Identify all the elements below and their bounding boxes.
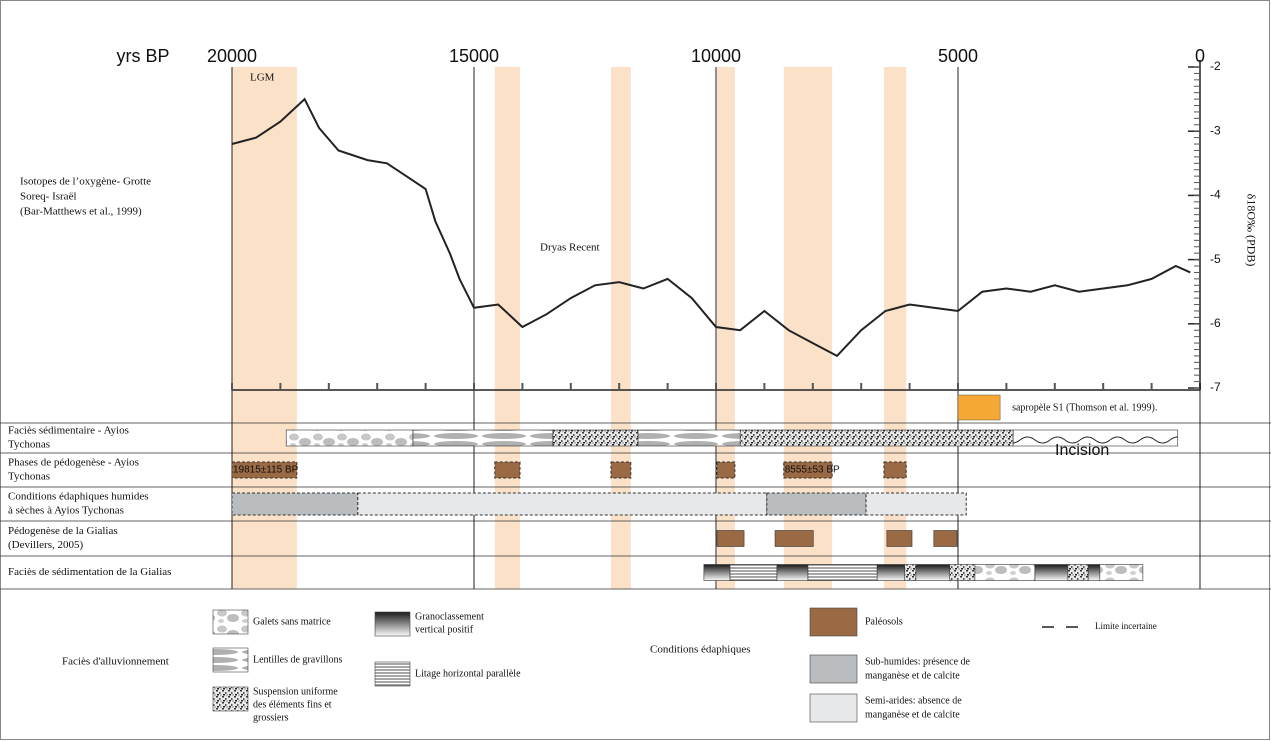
segment xyxy=(703,564,731,581)
segment xyxy=(610,461,632,479)
segment xyxy=(904,564,917,581)
row-label: Phases de pédogenèse - Ayios xyxy=(8,457,139,469)
legend-label: Semi-arides: absence de xyxy=(865,695,962,706)
legend-label: manganèse et de calcite xyxy=(865,670,960,681)
row-note: Incision xyxy=(1055,442,1109,459)
legend-swatch xyxy=(809,654,858,684)
y-tick-label: -3 xyxy=(1210,123,1221,137)
legend-swatch xyxy=(809,607,858,637)
segment xyxy=(1067,564,1089,581)
segment xyxy=(949,564,976,581)
legend-swatch xyxy=(212,609,249,635)
segment-label: 19815±115 BP xyxy=(233,465,299,476)
legend-label: Galets sans matrice xyxy=(253,616,331,627)
x-tick-label: 15000 xyxy=(449,46,499,66)
segment-label: 8555±53 BP xyxy=(785,465,840,476)
row-label: Tychonas xyxy=(8,439,50,451)
segment xyxy=(1099,564,1144,581)
legend-label: Limite incertaine xyxy=(1095,621,1157,631)
legend-label: vertical positif xyxy=(415,624,474,635)
x-tick-label: 5000 xyxy=(938,46,978,66)
segment xyxy=(494,461,521,479)
legend-label: Lentilles de gravillons xyxy=(253,654,343,665)
legend-label: manganèse et de calcite xyxy=(865,709,960,720)
segment xyxy=(876,564,906,581)
segment xyxy=(716,461,736,479)
x-tick-label: 10000 xyxy=(691,46,741,66)
legend-swatch xyxy=(374,611,411,637)
legend-swatch xyxy=(374,661,411,687)
y-tick-label: -4 xyxy=(1210,188,1221,202)
segment xyxy=(552,429,639,447)
legend-label: Sub-humides: présence de xyxy=(865,656,971,667)
segment xyxy=(883,461,907,479)
legend-title: Conditions édaphiques xyxy=(650,644,751,656)
segment xyxy=(933,530,958,547)
annotation: LGM xyxy=(250,72,275,84)
row-label: Tychonas xyxy=(8,471,50,483)
row-label: Conditions édaphiques humides xyxy=(8,491,149,503)
segment xyxy=(1012,429,1179,447)
segment xyxy=(807,564,878,581)
y-tick-label: -6 xyxy=(1210,316,1221,330)
row-label: à sèches à Ayios Tychonas xyxy=(8,505,124,517)
x-tick-label: 0 xyxy=(1195,46,1205,66)
series-title: Soreq- Israël xyxy=(20,191,77,203)
segment xyxy=(766,492,867,516)
segment xyxy=(974,564,1036,581)
series-title: (Bar-Matthews et al., 1999) xyxy=(20,206,142,218)
legend-label: Granoclassement xyxy=(415,611,484,622)
shaded-period xyxy=(610,67,631,589)
segment xyxy=(285,429,414,447)
segment xyxy=(231,461,298,479)
segment xyxy=(1087,564,1101,581)
x-axis-label: yrs BP xyxy=(116,46,169,66)
segment xyxy=(739,429,1014,447)
row-label: Faciès sédimentaire - Ayios xyxy=(8,425,129,437)
y-tick-label: -2 xyxy=(1210,59,1221,73)
segment xyxy=(716,530,745,547)
segment xyxy=(231,492,359,516)
row-label: (Devillers, 2005) xyxy=(8,539,83,551)
shaded-period xyxy=(883,67,907,589)
legend-label: grossiers xyxy=(253,712,289,723)
sapropel-label: sapropèle S1 (Thomson et al. 1999). xyxy=(1012,402,1157,413)
row-label: Pédogenèse de la Gialias xyxy=(8,525,118,537)
segment xyxy=(774,530,814,547)
segment xyxy=(776,564,809,581)
x-tick-label: 20000 xyxy=(207,46,257,66)
segment xyxy=(865,492,967,516)
segment xyxy=(357,492,768,516)
legend-swatch xyxy=(809,693,858,723)
annotation: Dryas Recent xyxy=(540,242,600,254)
segment xyxy=(729,564,778,581)
legend-swatch xyxy=(212,686,249,712)
legend-label: des éléments fins et xyxy=(253,699,332,710)
segment xyxy=(886,530,913,547)
row-label: Faciès de sédimentation de la Gialias xyxy=(8,566,171,578)
isotope-line xyxy=(231,97,1191,358)
segment xyxy=(412,429,554,447)
y-tick-label: -7 xyxy=(1210,380,1221,394)
y-axis-label: δ18O‰ (PDB) xyxy=(1244,194,1258,267)
legend-label: Litage horizontal parallèle xyxy=(415,668,521,679)
sapropel-box xyxy=(957,394,1001,421)
segment xyxy=(637,429,741,447)
y-tick-label: -5 xyxy=(1210,252,1221,266)
legend-title: Faciès d'alluvionnement xyxy=(62,656,169,668)
segment xyxy=(915,564,951,581)
legend-label: Paléosols xyxy=(865,616,903,627)
segment xyxy=(783,461,833,479)
legend-swatch xyxy=(212,647,249,673)
segment xyxy=(1034,564,1069,581)
series-title: Isotopes de l’oxygène- Grotte xyxy=(20,176,151,188)
legend-label: Suspension uniforme xyxy=(253,686,338,697)
